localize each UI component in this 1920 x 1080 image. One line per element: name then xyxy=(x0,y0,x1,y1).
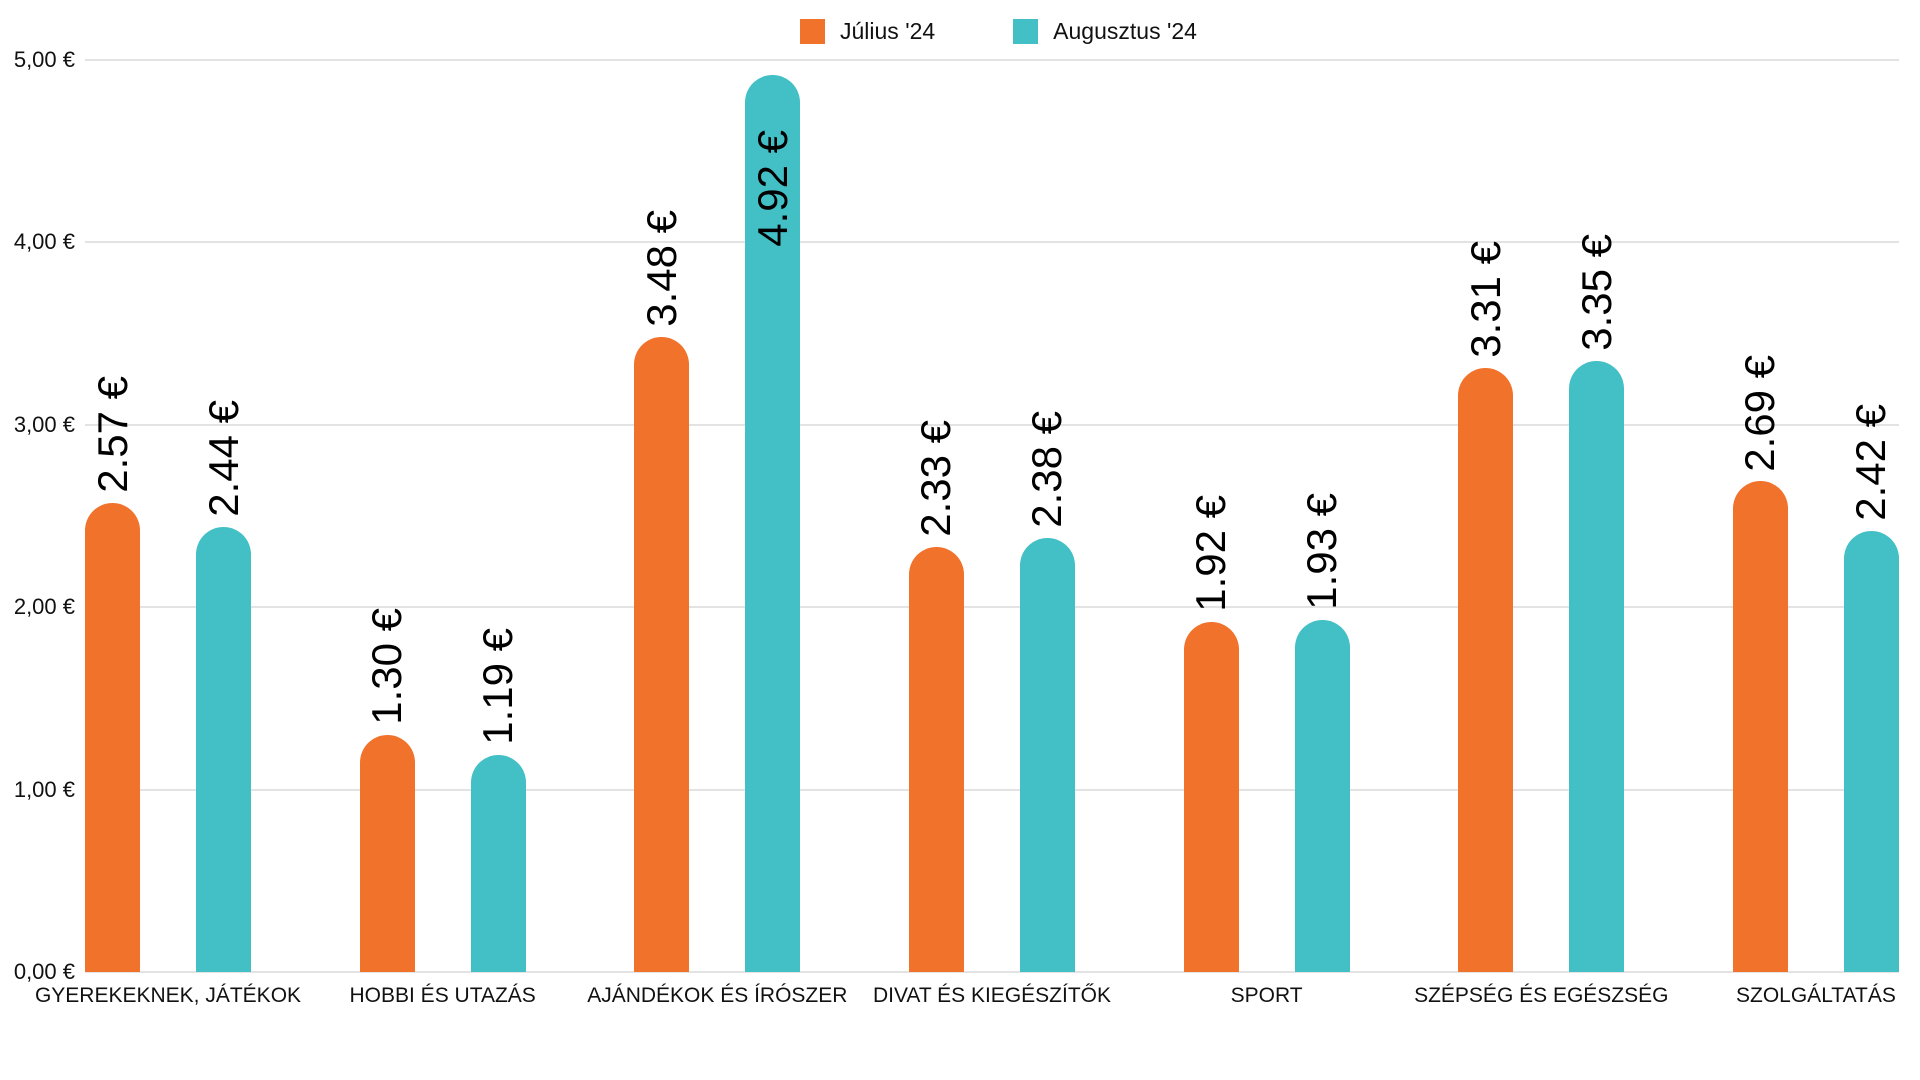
y-axis-label: 1,00 € xyxy=(13,776,75,802)
legend-item-augusztus[interactable]: Augusztus '24 xyxy=(1013,18,1197,45)
bar-value-label: 4.92 € xyxy=(748,129,796,247)
bar-julius[interactable]: 3.31 € xyxy=(1458,241,1514,972)
bar-group: 1.92 € 1.93 € xyxy=(1183,60,1350,972)
bar-augusztus[interactable]: 2.42 € xyxy=(1843,404,1899,972)
y-axis-label: 0,00 € xyxy=(13,959,75,984)
bar-value-label: 1.93 € xyxy=(1298,493,1346,610)
bar-augusztus[interactable]: 2.38 € xyxy=(1019,411,1075,972)
bar-value-label: 3.35 € xyxy=(1572,234,1620,351)
bar-augusztus[interactable]: 1.93 € xyxy=(1294,493,1350,972)
bar-value-label: 3.48 € xyxy=(637,210,685,328)
bar-value-label: 1.92 € xyxy=(1187,495,1235,612)
y-axis: 0,00 € 1,00 € 2,00 € 3,00 € 4,00 € 5,00 € xyxy=(0,47,75,984)
category-label: GYEREKEKNEK, JÁTÉKOK xyxy=(34,984,302,1007)
legend-label-augusztus: Augusztus '24 xyxy=(1053,18,1197,44)
category-label: DIVAT ÉS KIEGÉSZÍTŐK xyxy=(872,984,1111,1007)
category-label: HOBBI ÉS UTAZÁS xyxy=(349,984,536,1007)
y-axis-label: 3,00 € xyxy=(13,411,75,437)
bar-value-label: 2.44 € xyxy=(199,400,247,517)
y-axis-label: 5,00 € xyxy=(13,47,75,72)
plot-area: 2.57 € 2.44 € 1.30 € 1.19 € 3.48 € 4.92 € 2.33… xyxy=(85,59,1899,973)
legend-swatch-julius-icon xyxy=(800,19,825,44)
bar-value-label: 3.31 € xyxy=(1461,241,1509,359)
bar-value-label: 1.19 € xyxy=(474,628,522,745)
bar-value-label: 1.30 € xyxy=(363,608,411,725)
bar-julius[interactable]: 1.92 € xyxy=(1183,495,1239,972)
y-axis-label: 4,00 € xyxy=(13,229,75,255)
bar-augusztus[interactable]: 1.19 € xyxy=(470,628,526,972)
chart-legend: Július '24 Augusztus '24 xyxy=(800,18,1197,45)
bar-julius[interactable]: 2.57 € xyxy=(85,376,140,972)
gridline xyxy=(85,423,1899,426)
bar-augusztus[interactable]: 4.92 € xyxy=(745,74,801,972)
category-label: SPORT xyxy=(1230,984,1303,1007)
gridline xyxy=(85,241,1899,244)
bar-julius[interactable]: 1.30 € xyxy=(359,608,415,972)
bar-julius[interactable]: 2.69 € xyxy=(1732,355,1788,972)
category-label: SZOLGÁLTATÁS xyxy=(1736,984,1896,1007)
gridline xyxy=(85,788,1899,791)
bar-group: 3.31 € 3.35 € xyxy=(1458,60,1625,972)
bar-groups: 2.57 € 2.44 € 1.30 € 1.19 € 3.48 € 4.92 € 2.33… xyxy=(85,60,1899,972)
bar-group: 2.69 € 2.42 € xyxy=(1732,60,1899,972)
bar-augusztus[interactable]: 2.44 € xyxy=(196,400,251,972)
gridline xyxy=(85,59,1899,61)
bar-julius[interactable]: 2.33 € xyxy=(908,420,964,972)
bar-group: 2.57 € 2.44 € xyxy=(85,60,251,972)
legend-label-julius: Július '24 xyxy=(840,18,936,44)
bar-group: 2.33 € 2.38 € xyxy=(908,60,1075,972)
bar-value-label: 2.38 € xyxy=(1023,411,1071,528)
bar-julius[interactable]: 3.48 € xyxy=(634,210,690,972)
bar-group: 1.30 € 1.19 € xyxy=(359,60,526,972)
bar-augusztus[interactable]: 3.35 € xyxy=(1569,234,1625,972)
y-axis-label: 2,00 € xyxy=(13,594,75,620)
category-label: AJÁNDÉKOK ÉS ÍRÓSZER xyxy=(587,984,848,1007)
bar-value-label: 2.33 € xyxy=(912,420,960,538)
legend-swatch-augusztus-icon xyxy=(1013,19,1039,44)
x-axis: GYEREKEKNEK, JÁTÉKOK HOBBI ÉS UTAZÁS AJÁND… xyxy=(34,984,1899,1008)
gridline xyxy=(85,971,1899,973)
bar-value-label: 2.69 € xyxy=(1736,354,1784,472)
bar-value-label: 2.57 € xyxy=(88,376,136,494)
category-label: SZÉPSÉG ÉS EGÉSZSÉG xyxy=(1414,984,1669,1007)
bar-value-label: 2.42 € xyxy=(1847,403,1895,521)
bar-group: 3.48 € 4.92 € xyxy=(634,60,801,972)
gridline xyxy=(85,606,1899,609)
legend-item-julius[interactable]: Július '24 xyxy=(800,18,935,45)
